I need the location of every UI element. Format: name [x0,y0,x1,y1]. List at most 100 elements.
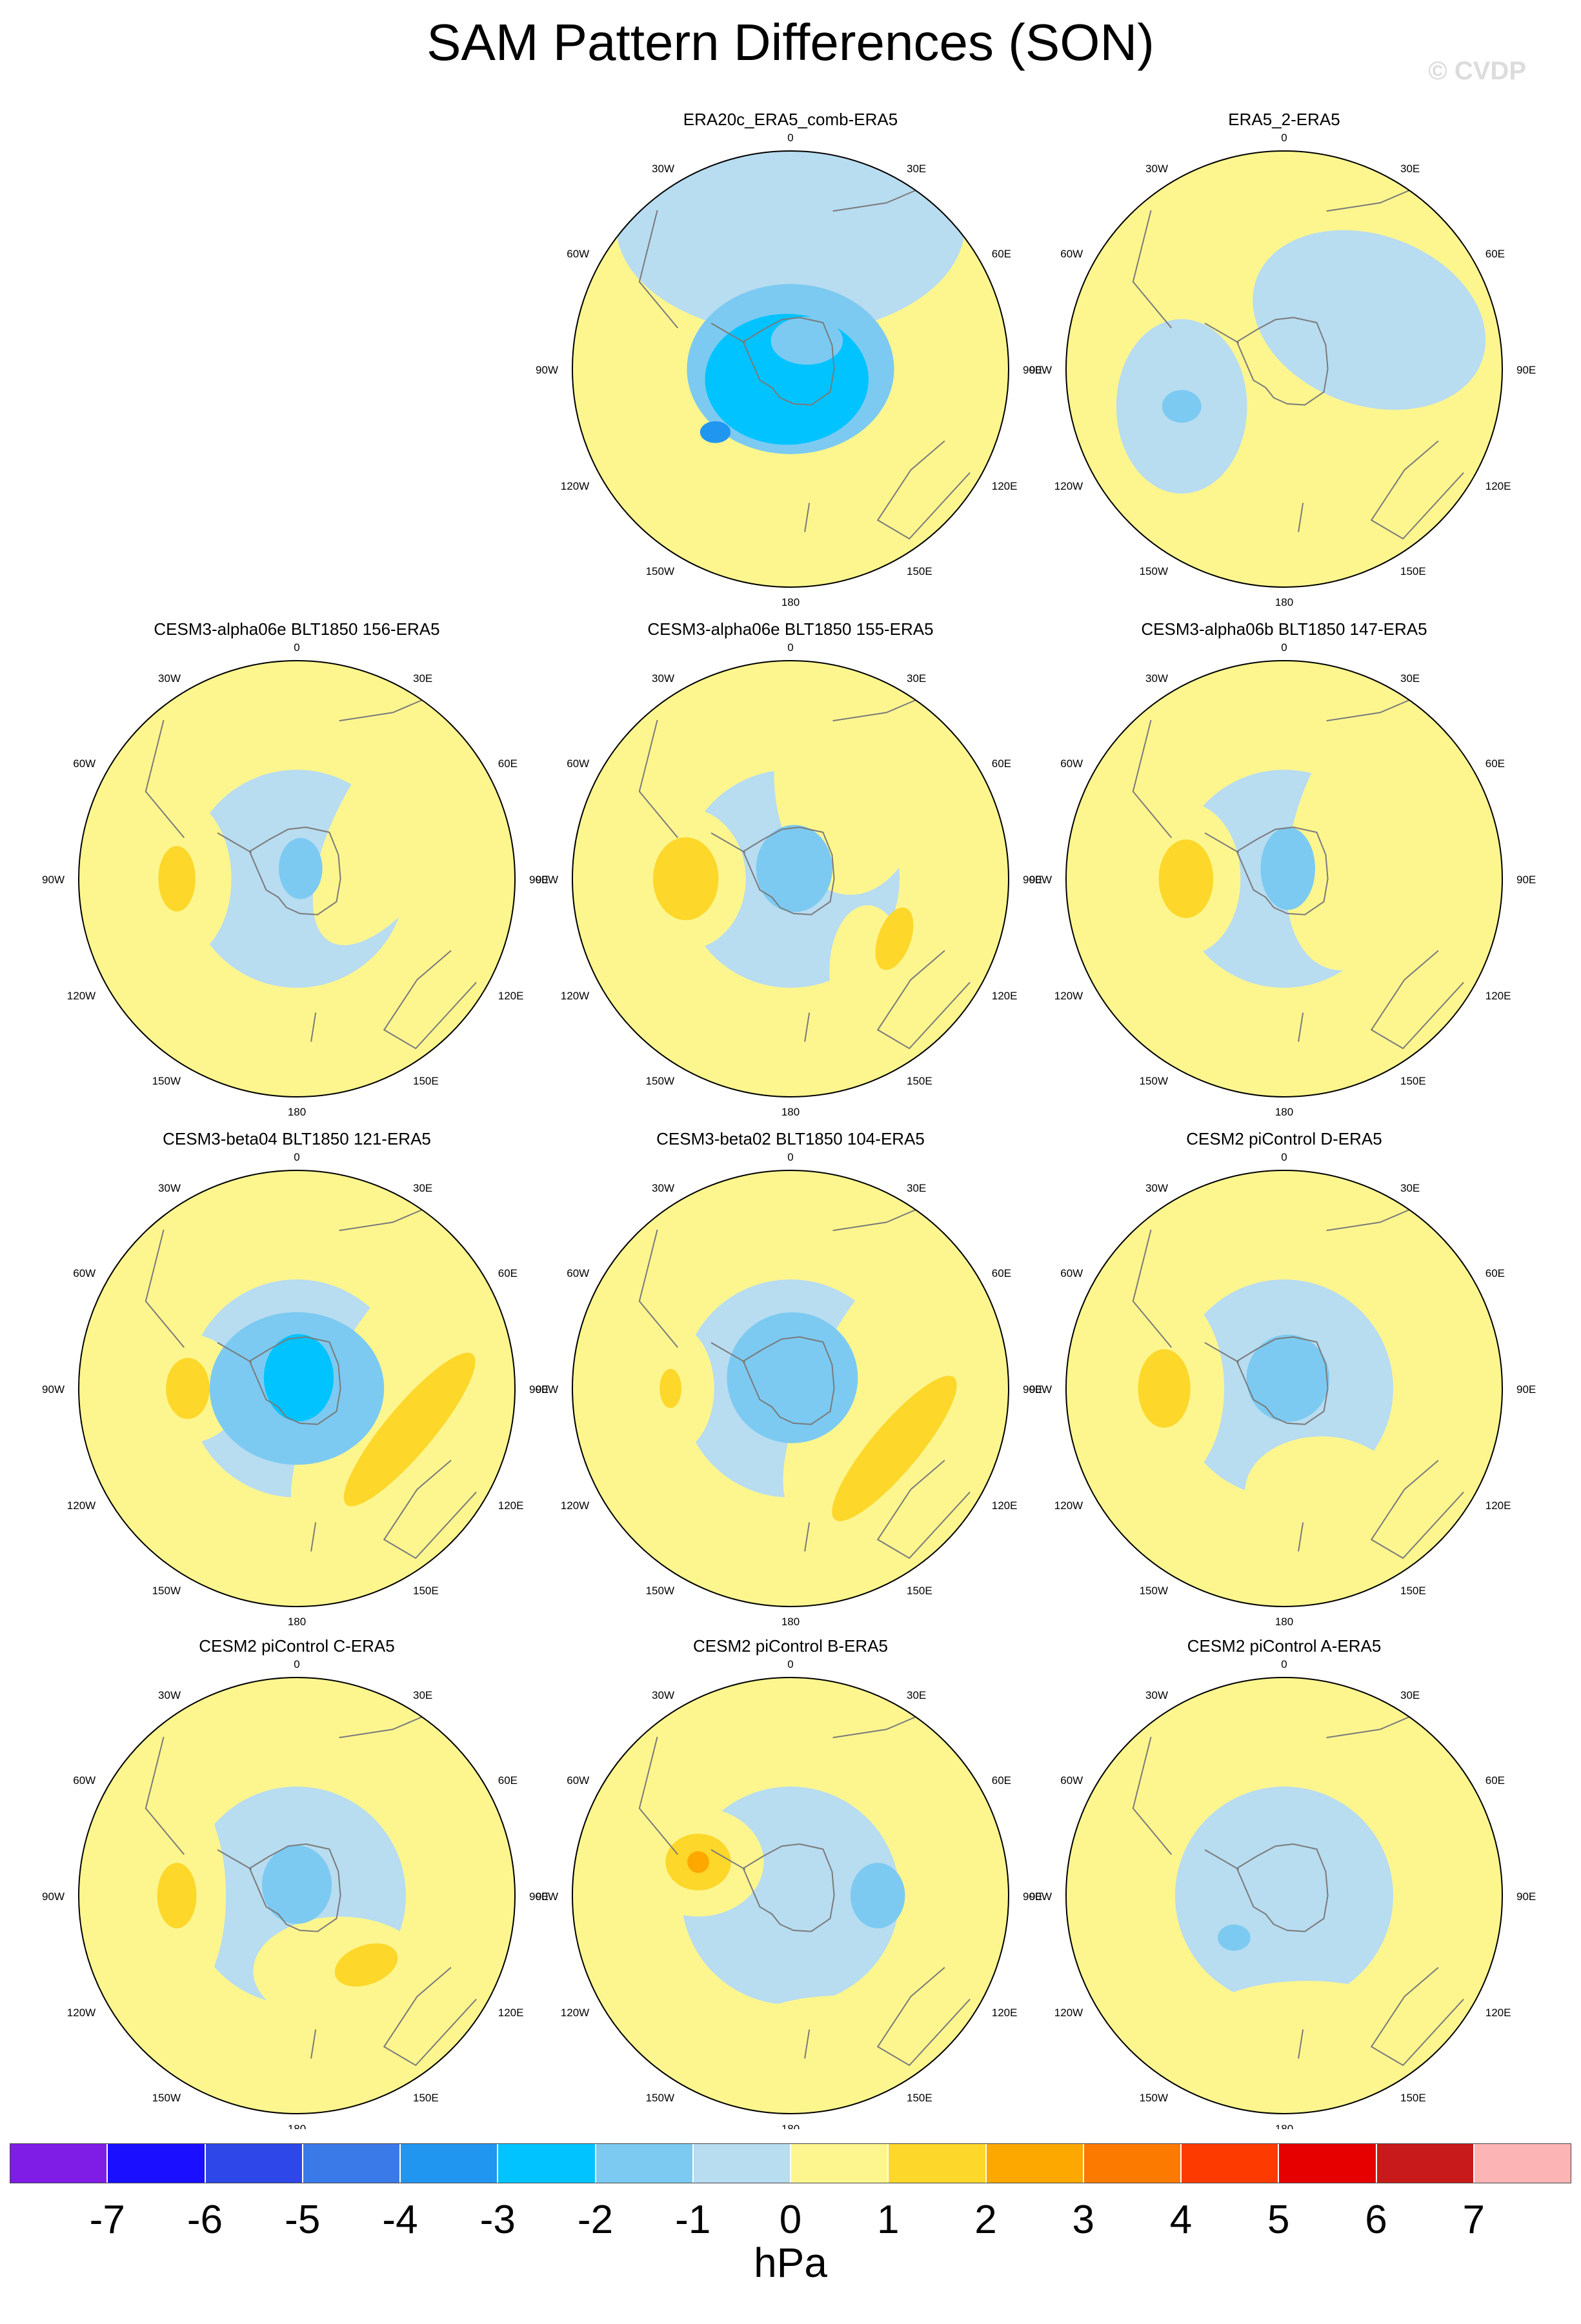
lon-label: 60W [73,757,96,770]
contour-fill [733,1995,952,2083]
map-panel: CESM3-beta04 BLT1850 121-ERA5 0 30E 60E 90E 1… [42,1129,549,1628]
lon-label: 60E [498,1267,518,1279]
lon-label: 90W [1029,1383,1052,1396]
new-zealand-coastline [1298,503,1304,532]
lon-label: 60E [498,1774,518,1787]
contour-fill [727,1312,858,1443]
lon-label: 90W [536,1383,558,1396]
panel-title: ERA5_2-ERA5 [1228,110,1340,129]
lon-label: 150W [1140,1075,1168,1087]
colorbar [10,2143,1571,2183]
contour-fill [653,837,719,921]
south-america-coastline [1132,210,1173,329]
lon-label: 150E [413,1075,439,1087]
lon-label: 120E [992,480,1018,492]
africa-coastline [339,1716,423,1739]
lon-label: 90E [529,874,549,886]
lon-label: 90E [1023,1383,1042,1396]
lon-label: 180 [288,2123,306,2129]
contour-fill [1285,677,1472,971]
contour-fill [166,1357,210,1419]
lon-label: 120W [561,1499,589,1512]
lon-label: 0 [1281,1658,1287,1670]
antarctica-coastline [248,1336,341,1425]
africa-coastline [1326,699,1410,722]
lon-label: 150W [1140,2092,1168,2104]
contour-fill [770,316,843,365]
contour-fill [1158,839,1214,918]
lon-label: 60E [1485,1267,1505,1279]
new-zealand-coastline [1298,1522,1304,1552]
colorbar-swatch [889,2144,987,2183]
lon-label: 180 [781,2123,800,2129]
new-zealand-coastline [804,1012,811,1042]
lon-label: 30E [1400,1182,1420,1194]
lon-label: 120E [498,2007,524,2019]
map-boundary [78,660,516,1097]
map-panel: CESM2 piControl B-ERA5 0 30E 60E 90E 120E 150E… [536,1636,1042,2129]
lon-label: 90W [1029,364,1052,376]
australia-coastline [383,1459,477,1559]
lon-label: 90W [536,364,558,376]
map-boundary [1065,660,1503,1097]
colorbar-tick-label: 7 [1462,2198,1485,2242]
lon-label: 0 [1281,132,1287,144]
lon-label: 150E [413,1585,439,1597]
lon-label: 120E [1485,480,1511,492]
contour-fill [1162,390,1202,423]
lon-label: 150E [413,2092,439,2104]
lon-label: 150W [646,1585,674,1597]
lon-label: 0 [787,1151,793,1163]
lon-label: 30W [652,163,674,175]
peninsula-coastline [1204,1342,1240,1363]
south-america-coastline [638,1736,679,1856]
colorbar-swatch [1182,2144,1280,2183]
lon-label: 90E [1023,874,1042,886]
map-boundary [78,1170,516,1607]
contour-fill [850,1863,905,1928]
australia-coastline [876,950,971,1050]
map-panel: ERA20c_ERA5_comb-ERA5 0 30E 60E 90E 120E 150E 1… [536,110,1042,608]
lon-label: 150E [907,1075,932,1087]
lon-label: 60W [1060,248,1083,260]
lon-label: 0 [294,1151,299,1163]
africa-coastline [832,1716,916,1739]
lon-label: 120W [561,480,589,492]
new-zealand-coastline [310,1012,317,1042]
lon-label: 120E [992,2007,1018,2019]
peninsula-coastline [1204,1849,1240,1870]
lon-label: 60W [567,248,589,260]
map-boundary [572,660,1009,1097]
lon-label: 90E [1023,1890,1042,1903]
colorbar-tick-label: -2 [577,2198,614,2242]
australia-coastline [1370,440,1464,540]
map-panel: CESM3-beta02 BLT1850 104-ERA5 0 30E 60E 90E 1… [536,1129,1042,1628]
lon-label: 150E [1400,565,1426,577]
lon-label: 180 [1275,596,1293,608]
lon-label: 60E [992,1267,1011,1279]
peninsula-coastline [710,1342,746,1363]
colorbar-tick-label: 0 [779,2198,802,2242]
panel-title: CESM3-alpha06e BLT1850 156-ERA5 [154,619,439,639]
contour-fill [756,825,832,912]
lon-label: 120W [1054,990,1083,1002]
lon-label: 0 [787,132,793,144]
new-zealand-coastline [804,1522,811,1552]
lon-label: 30W [1145,163,1168,175]
africa-coastline [1326,1209,1410,1232]
lon-label: 60W [567,1774,589,1787]
lon-label: 120E [1485,990,1511,1002]
map-boundary [572,150,1009,588]
lon-label: 150W [152,2092,181,2104]
contour-fill [1138,1349,1191,1428]
lon-label: 60E [992,1774,1011,1787]
lon-label: 30W [158,672,181,685]
lon-label: 90W [1029,874,1052,886]
lon-label: 90E [529,1383,549,1396]
contour-fill [1246,1334,1330,1422]
contour-fill [1245,1436,1398,1546]
lon-label: 90W [42,874,65,886]
lon-label: 90E [1516,874,1536,886]
new-zealand-coastline [1298,2029,1304,2059]
australia-coastline [383,1967,477,2067]
